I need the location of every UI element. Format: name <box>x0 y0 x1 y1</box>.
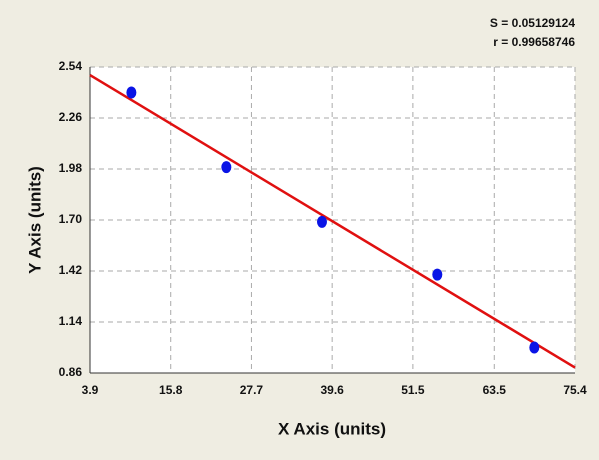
x-axis-label: X Axis (units) <box>278 419 386 438</box>
x-tick-label: 15.8 <box>159 383 183 397</box>
point <box>316 215 327 228</box>
y-tick-label: 1.42 <box>59 263 83 277</box>
x-tick-label: 63.5 <box>483 383 507 397</box>
annotation: S = 0.05129124 <box>490 16 575 30</box>
point <box>126 86 137 99</box>
x-tick-label: 27.7 <box>240 383 264 397</box>
annotation: r = 0.99658746 <box>493 35 575 49</box>
y-axis-label: Y Axis (units) <box>25 166 44 274</box>
y-tick-label: 1.98 <box>59 161 83 175</box>
point <box>221 161 232 174</box>
y-tick-label: 2.54 <box>59 59 83 73</box>
y-tick-label: 2.26 <box>59 110 83 124</box>
x-tick-label: 51.5 <box>401 383 425 397</box>
x-tick-label: 75.4 <box>563 383 587 397</box>
fit-line <box>89 73 576 369</box>
x-tick-label: 39.6 <box>320 383 344 397</box>
point <box>529 341 540 354</box>
y-tick-label: 1.14 <box>59 314 83 328</box>
y-tick-label: 1.70 <box>59 212 83 226</box>
y-tick-label: 0.86 <box>59 365 83 379</box>
point <box>432 268 443 281</box>
x-tick-label: 3.9 <box>82 383 99 397</box>
